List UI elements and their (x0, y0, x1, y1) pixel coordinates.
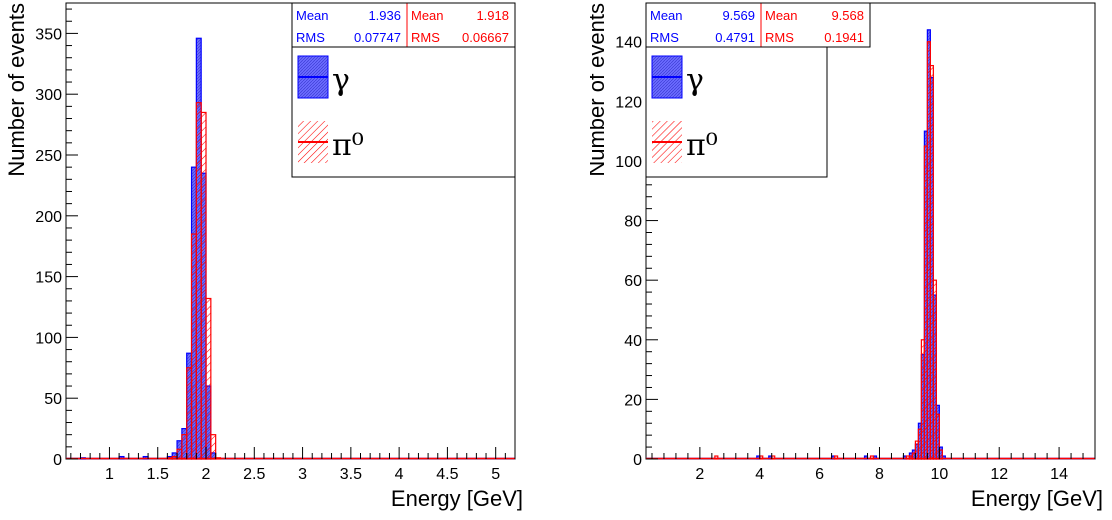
left-y-tick-label: 100 (35, 330, 62, 347)
left-gamma-rms-value: 0.07747 (354, 30, 401, 45)
right-x-tick-label: 2 (695, 466, 704, 483)
left-x-tick-label: 4.5 (436, 466, 458, 483)
left-histogram-svg: 0 50 100 150 200 250 300 350 1 1.5 2 2.5 3 3.5 4 4.5 5 En… (4, 2, 523, 511)
right-pi0-histogram (646, 41, 1095, 460)
left-x-tick-label: 3.5 (340, 466, 362, 483)
left-x-tick-label: 2.5 (243, 466, 265, 483)
left-x-tick-label: 3 (298, 466, 307, 483)
right-x-axis-title: Energy [GeV] (971, 486, 1103, 511)
right-gamma-rms-value: 0.4791 (715, 30, 755, 45)
left-x-tick-label: 2 (202, 466, 211, 483)
left-x-tick-label: 1.5 (147, 466, 169, 483)
right-y-tick-label: 40 (624, 333, 642, 350)
right-x-tick-label: 12 (990, 466, 1008, 483)
right-pi0-mean-label: Mean (765, 8, 798, 23)
right-histogram-panel: 0 20 40 60 80 100 120 140 2 4 6 8 10 12 14 Energy [GeV]… (590, 0, 1112, 520)
left-pi0-bin (186, 367, 193, 460)
left-x-tick-label: 4 (395, 466, 404, 483)
left-y-tick-label: 300 (35, 87, 62, 104)
right-y-tick-label: 80 (624, 214, 642, 231)
right-y-axis-title: Number of events (590, 3, 609, 177)
left-y-axis: 0 50 100 150 200 250 300 350 (35, 8, 78, 469)
left-y-tick-label: 150 (35, 270, 62, 287)
left-gamma-rms-label: RMS (296, 30, 325, 45)
right-x-tick-label: 8 (875, 466, 884, 483)
left-pi0-bin (195, 102, 202, 460)
right-x-tick-label: 6 (815, 466, 824, 483)
left-x-axis-title: Energy [GeV] (391, 486, 523, 511)
right-x-axis: 2 4 6 8 10 12 14 (651, 447, 1096, 483)
right-legend-pi0-label: π⁰ (686, 128, 718, 163)
right-stats-box: Mean 9.569 RMS 0.4791 Mean 9.568 RMS 0.1941 (645, 2, 871, 48)
right-y-tick-label: 120 (615, 94, 642, 111)
left-pi0-bin (205, 297, 212, 460)
right-gamma-mean-label: Mean (650, 8, 683, 23)
right-gamma-mean-value: 9.569 (722, 8, 755, 23)
right-y-tick-label: 100 (615, 154, 642, 171)
right-x-tick-label: 10 (930, 466, 948, 483)
left-y-axis-title: Number of events (4, 3, 29, 177)
right-legend-gamma-label: γ (686, 63, 704, 98)
left-y-tick-label: 250 (35, 148, 62, 165)
left-legend: γ π⁰ (291, 46, 516, 178)
left-stats-box: Mean 1.936 RMS 0.07747 Mean 1.918 RMS 0.06667 (291, 2, 516, 48)
right-y-tick-label: 140 (615, 35, 642, 52)
left-pi0-bin (181, 434, 188, 460)
left-gamma-mean-label: Mean (296, 8, 329, 23)
right-x-tick-label: 4 (755, 466, 764, 483)
left-pi0-bin (190, 233, 197, 460)
right-y-tick-label: 0 (633, 452, 642, 469)
left-pi0-bin (210, 434, 217, 460)
left-y-tick-label: 350 (35, 26, 62, 43)
right-pi0-rms-value: 0.1941 (824, 30, 864, 45)
left-y-tick-label: 200 (35, 209, 62, 226)
right-gamma-rms-label: RMS (650, 30, 679, 45)
left-pi0-rms-label: RMS (411, 30, 440, 45)
right-pi0-rms-label: RMS (765, 30, 794, 45)
left-pi0-histogram (66, 102, 515, 460)
left-pi0-rms-value: 0.06667 (462, 30, 509, 45)
left-histogram-panel: 0 50 100 150 200 250 300 350 1 1.5 2 2.5 3 3.5 4 4.5 5 En… (0, 0, 540, 520)
left-x-axis: 1 1.5 2 2.5 3 3.5 4 4.5 5 (70, 447, 516, 483)
right-pi0-mean-value: 9.568 (831, 8, 864, 23)
right-legend: γ π⁰ (645, 46, 828, 178)
left-x-tick-label: 5 (491, 466, 500, 483)
right-y-tick-label: 20 (624, 392, 642, 409)
left-legend-pi0-label: π⁰ (332, 128, 364, 163)
left-y-tick-label: 0 (53, 452, 62, 469)
left-legend-gamma-label: γ (332, 63, 350, 98)
right-y-tick-label: 60 (624, 273, 642, 290)
left-gamma-mean-value: 1.936 (368, 8, 401, 23)
right-histogram-svg: 0 20 40 60 80 100 120 140 2 4 6 8 10 12 14 Energy [GeV]… (590, 2, 1103, 511)
left-x-tick-label: 1 (105, 466, 114, 483)
left-pi0-bin (176, 448, 183, 460)
left-pi0-mean-label: Mean (411, 8, 444, 23)
left-pi0-mean-value: 1.918 (476, 8, 509, 23)
left-pi0-bin (200, 111, 207, 460)
right-x-tick-label: 14 (1050, 466, 1068, 483)
left-y-tick-label: 50 (44, 391, 62, 408)
